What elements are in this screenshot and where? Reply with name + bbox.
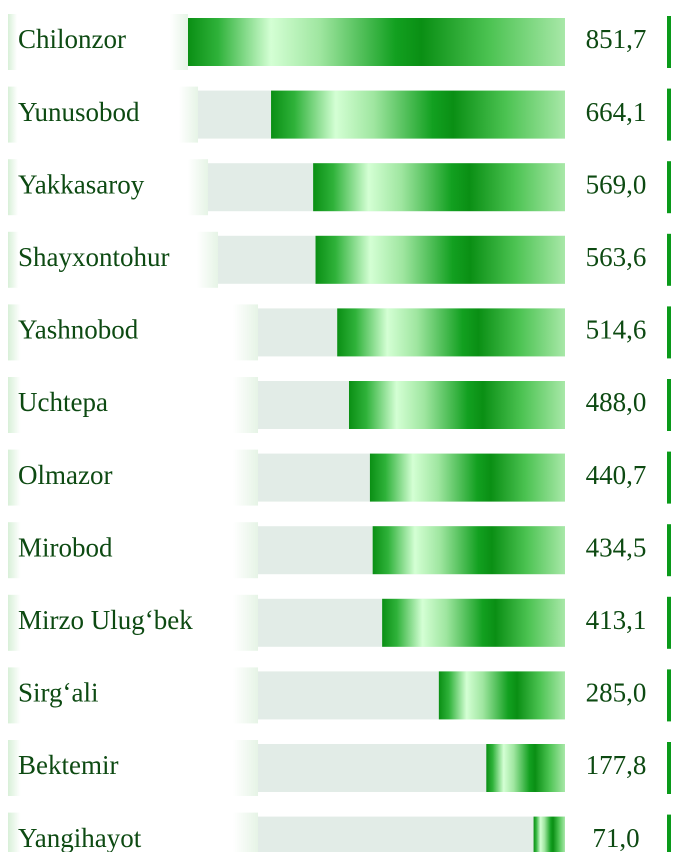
value-box — [565, 742, 667, 794]
category-label: Chilonzor — [18, 24, 126, 54]
value-label: 434,5 — [586, 532, 647, 562]
value-box — [565, 379, 667, 431]
category-label: Shayxontohur — [18, 242, 170, 272]
value-edge — [667, 596, 671, 649]
value-label: 851,7 — [586, 24, 647, 54]
bar — [438, 671, 565, 720]
value-edge — [667, 379, 671, 431]
category-label: Olmazor — [18, 460, 112, 490]
value-label: 177,8 — [586, 750, 647, 780]
category-label: Yunusobod — [18, 97, 140, 127]
category-label: Bektemir — [18, 750, 118, 780]
value-label: 563,6 — [586, 242, 647, 272]
value-label: 285,0 — [586, 678, 647, 708]
label-box — [8, 304, 258, 361]
category-label: Yakkasaroy — [18, 169, 145, 199]
label-box — [8, 86, 198, 143]
value-edge — [667, 161, 671, 214]
value-edge — [667, 16, 671, 68]
category-label: Mirzo Ulug‘bek — [18, 605, 193, 635]
value-box — [565, 16, 667, 68]
value-label: 664,1 — [586, 97, 647, 127]
bar — [271, 90, 565, 139]
label-box — [8, 594, 258, 651]
bar — [533, 816, 565, 852]
value-edge — [667, 451, 671, 504]
value-label: 569,0 — [586, 169, 647, 199]
value-box — [565, 233, 667, 286]
label-box — [8, 667, 258, 724]
bar — [369, 453, 565, 502]
value-box — [565, 669, 667, 722]
label-box — [8, 522, 258, 579]
value-box — [565, 524, 667, 577]
value-edge — [667, 233, 671, 286]
value-box — [565, 596, 667, 649]
label-box — [8, 812, 258, 852]
value-box — [565, 306, 667, 359]
value-box — [565, 88, 667, 141]
category-label: Yashnobod — [18, 315, 139, 345]
label-box — [8, 377, 258, 433]
bar — [486, 744, 565, 792]
label-box — [8, 740, 258, 796]
value-edge — [667, 814, 671, 852]
bar — [313, 163, 565, 212]
category-label: Yangihayot — [18, 823, 142, 852]
value-edge — [667, 88, 671, 141]
value-box — [565, 451, 667, 504]
value-edge — [667, 524, 671, 577]
category-label: Mirobod — [18, 532, 113, 562]
label-box — [8, 231, 218, 288]
category-label: Uchtepa — [18, 387, 108, 417]
value-edge — [667, 669, 671, 722]
value-edge — [667, 306, 671, 359]
bar — [372, 526, 565, 575]
value-label: 514,6 — [586, 315, 647, 345]
bar — [315, 235, 565, 284]
label-box — [8, 14, 188, 70]
bar — [337, 308, 565, 357]
value-edge — [667, 742, 671, 794]
label-box — [8, 159, 208, 216]
category-label: Sirg‘ali — [18, 678, 99, 708]
bar — [382, 598, 565, 647]
bar — [348, 381, 565, 429]
value-label: 413,1 — [586, 605, 647, 635]
label-box — [8, 449, 258, 506]
value-box — [565, 814, 667, 852]
value-box — [565, 161, 667, 214]
bar — [188, 18, 565, 66]
value-label: 488,0 — [586, 387, 647, 417]
value-label: 71,0 — [592, 823, 639, 852]
value-label: 440,7 — [586, 460, 647, 490]
